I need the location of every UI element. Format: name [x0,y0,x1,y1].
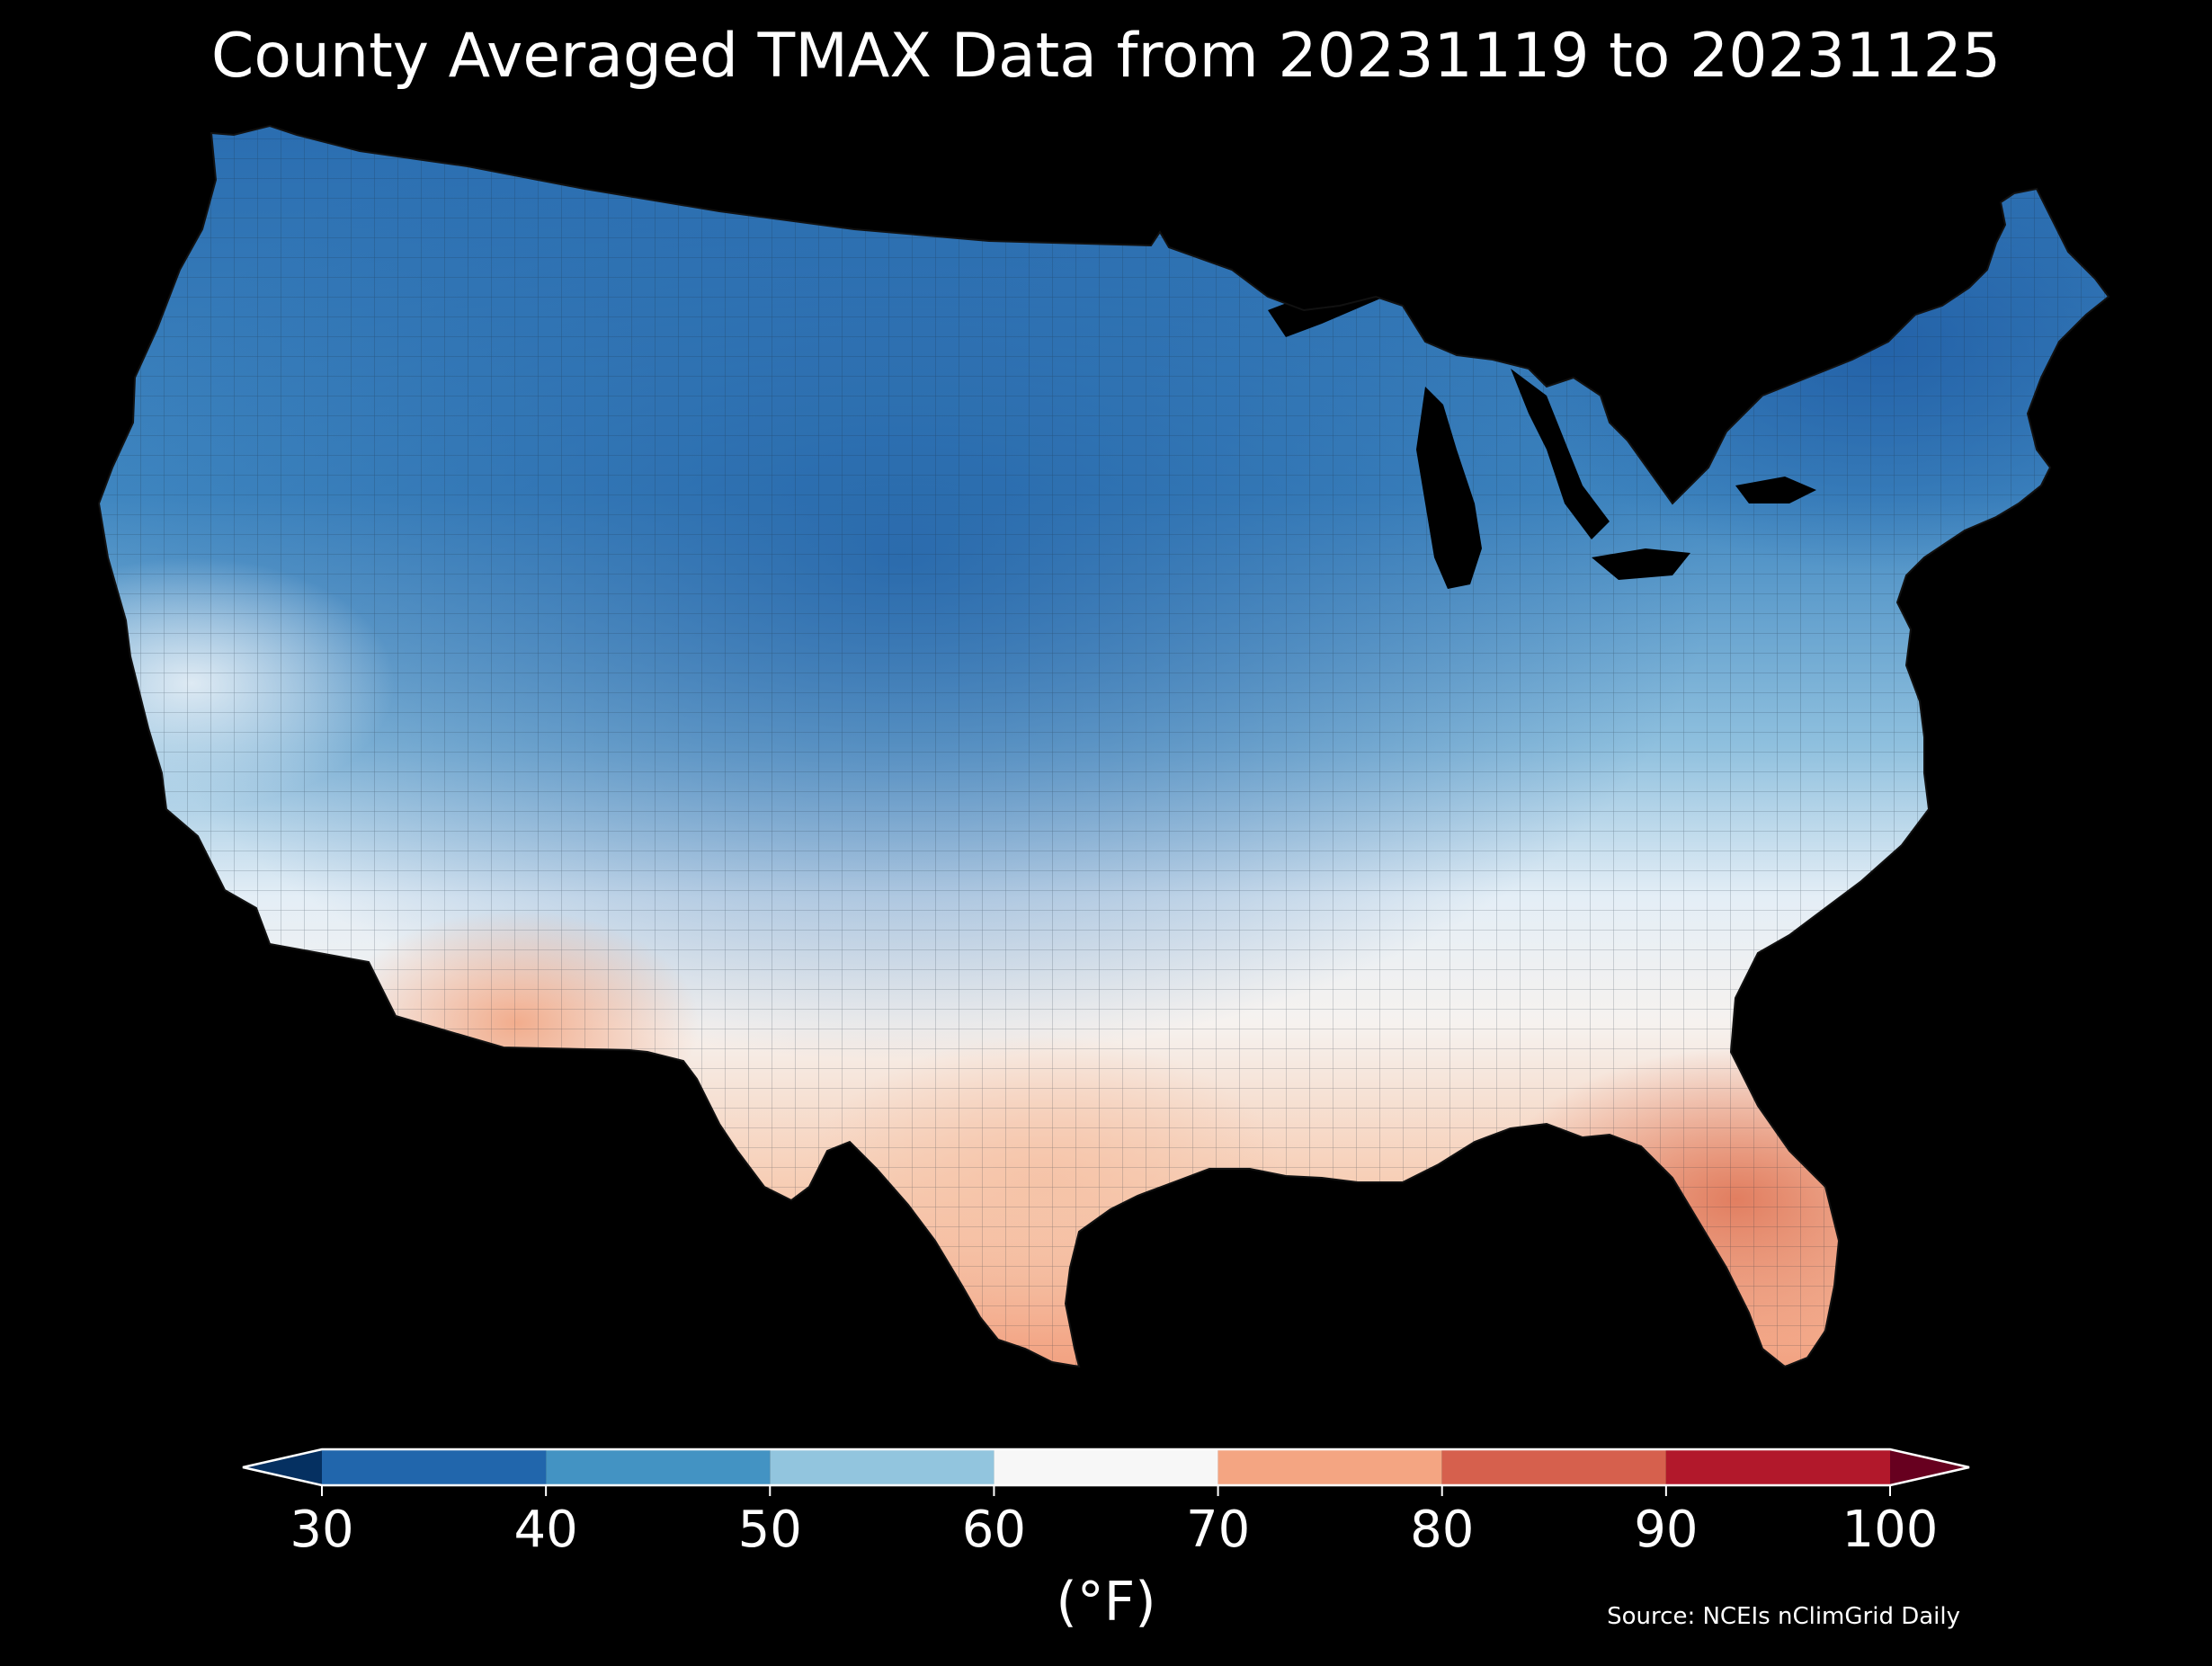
colorbar-bin-6 [1665,1449,1890,1485]
colorbar-bin-0 [322,1449,547,1485]
colorbar-tick-label-2: 50 [738,1501,802,1559]
colorbar-tick-label-7: 100 [1842,1501,1939,1559]
map-title: County Averaged TMAX Data from 20231119 … [210,21,2002,92]
colorbar-bin-1 [546,1449,771,1485]
colorbar-tick-label-5: 80 [1410,1501,1474,1559]
colorbar-bins [243,1449,1969,1485]
great-lakes [1268,283,1816,589]
colorbar-unit-label: (°F) [1056,1571,1156,1634]
colorbar-tick-label-1: 40 [514,1501,578,1559]
colorbar-tick-label-3: 60 [962,1501,1026,1559]
colorbar-bin-5 [1441,1449,1666,1485]
colorbar-bin-4 [1217,1449,1442,1485]
us-outline [97,124,2110,1368]
colorbar-ticks: 30 40 50 60 70 80 90 100 [290,1485,1938,1559]
source-credit: Source: NCEIs nClimGrid Daily [1607,1603,1960,1630]
colorbar-tick-label-6: 90 [1634,1501,1698,1559]
colorbar-bin-3 [994,1449,1218,1485]
colorbar-tick-label-4: 70 [1186,1501,1250,1559]
colorbar-bin-2 [770,1449,995,1485]
colorbar-tick-label-0: 30 [290,1501,353,1559]
